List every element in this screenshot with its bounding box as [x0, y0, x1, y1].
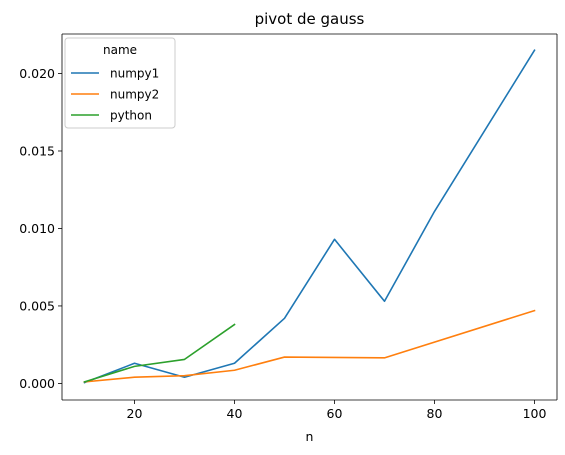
y-tick-label: 0.005 — [19, 298, 55, 313]
series-line-python — [83, 323, 236, 383]
legend: name numpy1 numpy2 python — [64, 37, 176, 129]
y-axis-ticks: 0.000 0.005 0.010 0.015 0.020 — [19, 66, 62, 391]
series-line-numpy2 — [83, 309, 536, 383]
legend-box — [64, 37, 176, 129]
legend-label-python: python — [110, 109, 152, 123]
y-tick-label: 0.015 — [19, 143, 55, 158]
chart-title: pivot de gauss — [255, 10, 365, 28]
y-tick-label: 0.010 — [19, 221, 55, 236]
legend-title: name — [103, 43, 137, 57]
series-line-numpy1 — [83, 49, 536, 384]
x-tick-label: 60 — [327, 406, 343, 421]
x-tick-label: 100 — [523, 406, 547, 421]
x-tick-label: 80 — [427, 406, 443, 421]
legend-entries: numpy1 numpy2 python — [71, 67, 159, 123]
x-axis-ticks: 20 40 60 80 100 — [127, 400, 547, 421]
series-layer — [83, 49, 536, 384]
axes-frame — [61, 33, 558, 401]
legend-label-numpy1: numpy1 — [110, 67, 159, 81]
y-tick-label: 0.000 — [19, 376, 55, 391]
x-tick-label: 40 — [227, 406, 243, 421]
legend-label-numpy2: numpy2 — [110, 88, 159, 102]
y-tick-label: 0.020 — [19, 66, 55, 81]
x-axis-label: n — [306, 429, 314, 444]
x-tick-label: 20 — [127, 406, 143, 421]
